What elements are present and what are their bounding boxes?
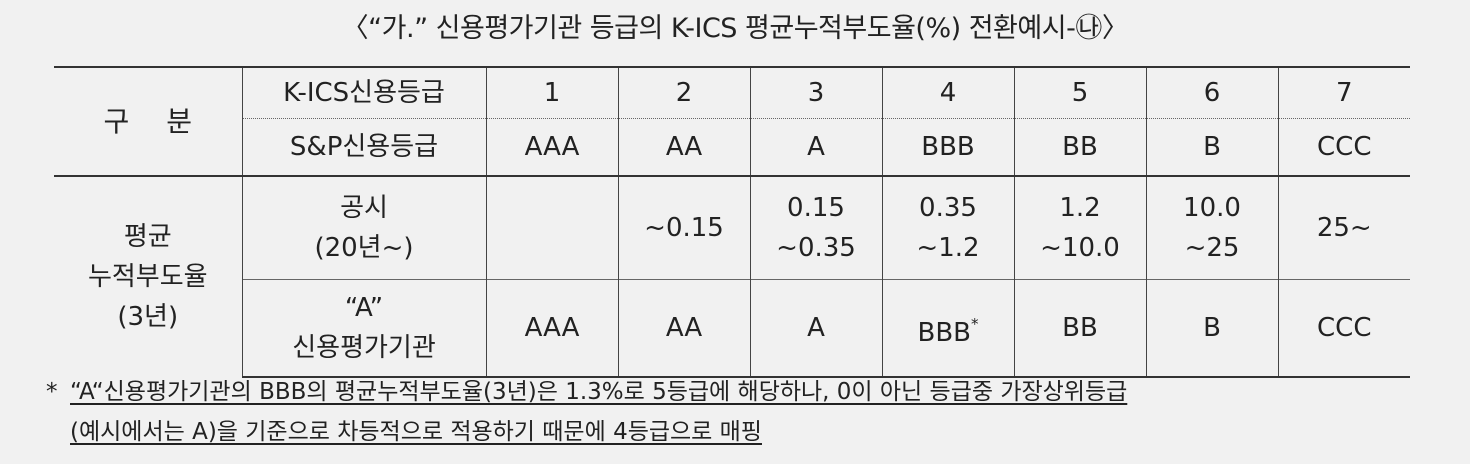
value-line: ~10.0 [1040,233,1120,263]
kics-grade-2: 2 [617,66,750,119]
kics-grade-7: 7 [1277,66,1410,119]
footnote-line-1: “A“신용평가기관의 BBB의 평균누적부도율(3년)은 1.3%로 5등급에 … [70,379,1128,405]
sp-grade-4: BBB [881,118,1014,176]
value-line: ~0.15 [644,213,724,243]
group-label-line: 평균 [123,222,172,252]
agency-a-value-6: B [1145,279,1278,378]
disclosed-value-1 [485,175,618,280]
value-line: ~25 [1184,233,1240,263]
agency-a-label-line: “A” [344,293,384,323]
agency-a-value-3: A [749,279,882,378]
value-line: 0.15 [787,193,845,223]
sp-grade-5: BB [1013,118,1146,176]
kics-grade-6: 6 [1145,66,1278,119]
disclosed-value-7: 25~ [1277,175,1410,280]
disclosed-label: 공시 (20년~) [241,175,486,280]
disclosed-value-3: 0.15 ~0.35 [749,175,882,280]
table-title: 〈“가.” 신용평가기관 등급의 K-ICS 평균누적부도율(%) 전환예시-㉯… [341,13,1129,44]
kics-grade-3: 3 [749,66,882,119]
agency-a-value-1: AAA [485,279,618,378]
header-row-sp: S&P신용등급 AAA AA A BBB BB B CCC [54,118,1410,176]
value-line: ~0.35 [776,233,856,263]
header-row-kics: 구 분 K-ICS신용등급 1 2 3 4 5 6 7 [54,66,1410,176]
bbb-footnote-mark: * [971,314,979,333]
agency-a-value-5: BB [1013,279,1146,378]
value-line: 25~ [1316,213,1372,243]
footnote-line-2: (예시에서는 A)을 기준으로 차등적으로 적용하기 때문에 4등급으로 매핑 [70,419,762,445]
sp-grade-2: AA [617,118,750,176]
rating-conversion-table: 구 분 K-ICS신용등급 1 2 3 4 5 6 7 S&P신용등급 AAA … [54,66,1410,378]
group-label: 평균 누적부도율 (3년) [54,175,242,377]
agency-a-value-2: AA [617,279,750,378]
disclosed-value-5: 1.2 ~10.0 [1013,175,1146,280]
sp-grade-3: A [749,118,882,176]
kics-grade-5: 5 [1013,66,1146,119]
disclosed-value-6: 10.0 ~25 [1145,175,1278,280]
value-line: 1.2 [1059,193,1101,223]
group-label-line: 누적부도율 [87,262,208,292]
sp-label: S&P신용등급 [241,118,486,176]
agency-a-value-4: BBB* [881,279,1014,378]
value-line: 10.0 [1183,193,1241,223]
footnote: * “A“신용평가기관의 BBB의 평균누적부도율(3년)은 1.3%로 5등급에… [46,372,1446,452]
kics-label: K-ICS신용등급 [241,66,486,119]
footnote-star: * [46,379,58,405]
gubun-header: 구 분 [54,66,242,176]
disclosed-row: 평균 누적부도율 (3년) 공시 (20년~) ~0.15 0.15 ~0.35… [54,175,1410,377]
disclosed-label-line: (20년~) [314,233,414,263]
footnote-line-2-wrap: (예시에서는 A)을 기준으로 차등적으로 적용하기 때문에 4등급으로 매핑 [46,412,1446,452]
disclosed-value-2: ~0.15 [617,175,750,280]
disclosed-value-4: 0.35 ~1.2 [881,175,1014,280]
agency-a-label-line: 신용평가기관 [292,333,436,363]
agency-a-value-7: CCC [1277,279,1410,378]
kics-grade-1: 1 [485,66,618,119]
agency-a-label: “A” 신용평가기관 [241,279,486,378]
sp-grade-7: CCC [1277,118,1410,176]
group-label-line: (3년) [117,302,179,332]
value-line: ~1.2 [916,233,980,263]
bbb-text: BBB [917,317,971,348]
agency-a-row: “A” 신용평가기관 AAA AA A BBB* BB B CCC [54,279,1410,378]
sp-grade-6: B [1145,118,1278,176]
disclosed-label-line: 공시 [340,193,388,223]
kics-grade-4: 4 [881,66,1014,119]
sp-grade-1: AAA [485,118,618,176]
value-line: 0.35 [919,193,977,223]
